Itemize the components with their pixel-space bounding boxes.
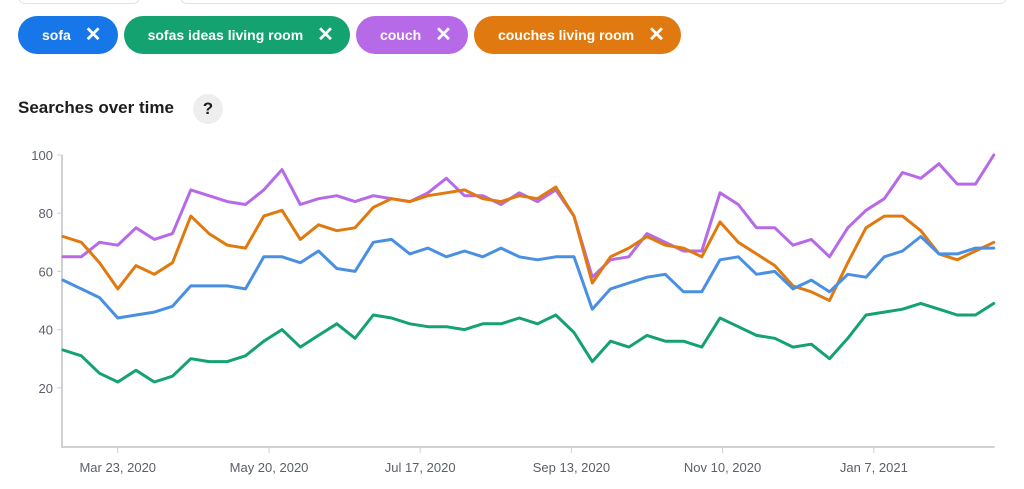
previous-input-left (18, 0, 140, 4)
x-tick-label: Mar 23, 2020 (79, 460, 156, 475)
series-line-sofas-ideas-living-room (61, 301, 996, 384)
close-icon[interactable]: ✕ (84, 24, 102, 46)
close-icon[interactable]: ✕ (648, 24, 665, 46)
y-tick-label: 100 (31, 148, 53, 163)
chip-couch[interactable]: couch ✕ (355, 16, 468, 54)
chip-sofas-ideas-living-room[interactable]: sofas ideas living room ✕ (123, 16, 350, 54)
keyword-chips: sofa ✕ sofas ideas living room ✕ couch ✕… (18, 16, 681, 54)
searches-over-time-chart: 20 40 60 80 100 Mar 23, 2020 May 20, 2020 Jul … (31, 148, 996, 475)
chart-title: Searches over time (18, 98, 174, 117)
chip-label: sofas ideas living room (147, 27, 304, 43)
y-axis: 20 40 60 80 100 (31, 148, 63, 447)
x-tick-label: Sep 13, 2020 (533, 460, 610, 475)
y-tick-label: 40 (39, 323, 53, 338)
close-icon[interactable]: ✕ (317, 24, 334, 46)
chip-sofa[interactable]: sofa ✕ (18, 16, 118, 54)
previous-input-right (180, 0, 1007, 4)
chip-label: couch (379, 27, 422, 43)
help-icon[interactable]: ? (193, 94, 223, 124)
series-line-sofa (61, 235, 996, 320)
y-tick-label: 80 (39, 206, 53, 221)
chip-label: sofa (42, 27, 71, 43)
y-tick-label: 60 (39, 264, 53, 279)
x-tick-label: Jan 7, 2021 (840, 460, 908, 475)
series-lines (61, 153, 996, 384)
x-axis: Mar 23, 2020 May 20, 2020 Jul 17, 2020 Sep … (61, 446, 995, 475)
y-tick-label: 20 (39, 381, 53, 396)
series-line-couches-living-room (61, 185, 996, 302)
chip-label: couches living room (497, 27, 635, 43)
chip-couches-living-room[interactable]: couches living room ✕ (473, 16, 681, 54)
x-tick-label: May 20, 2020 (230, 460, 309, 475)
x-tick-label: Jul 17, 2020 (385, 460, 456, 475)
close-icon[interactable]: ✕ (435, 24, 452, 46)
x-tick-label: Nov 10, 2020 (684, 460, 761, 475)
